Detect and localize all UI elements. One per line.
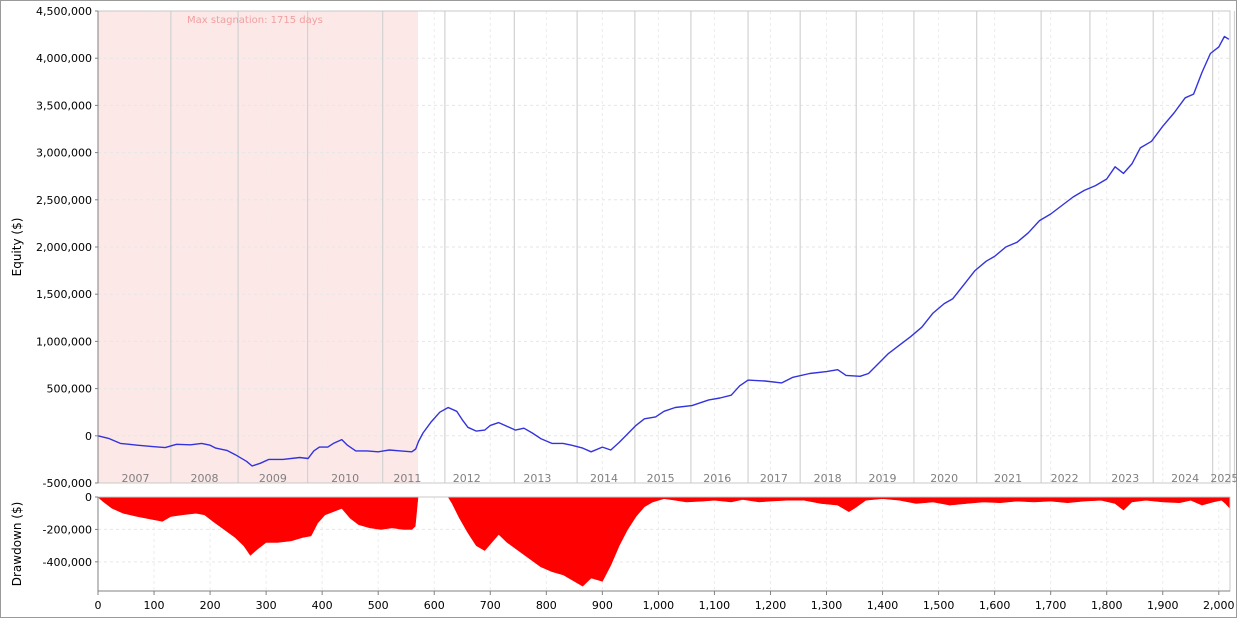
drawdown-y-tick-label: -200,000	[43, 523, 92, 536]
equity-y-tick-label: 500,000	[47, 383, 93, 396]
drawdown-area	[97, 496, 1231, 587]
equity-line	[97, 35, 1230, 467]
x-tick-label: 400	[312, 599, 333, 612]
equity-y-tick-label: 4,000,000	[36, 52, 92, 65]
year-label: 2017	[760, 472, 788, 485]
year-label: 2013	[523, 472, 551, 485]
x-tick-label: 1,600	[979, 599, 1011, 612]
x-tick-label: 1,100	[699, 599, 731, 612]
x-tick-label: 1,500	[923, 599, 955, 612]
x-tick-label: 1,800	[1091, 599, 1123, 612]
year-label: 2007	[122, 472, 150, 485]
x-tick-label: 500	[368, 599, 389, 612]
year-label: 2023	[1111, 472, 1139, 485]
year-label: 2011	[393, 472, 421, 485]
x-tick-label: 1,400	[867, 599, 899, 612]
x-tick-label: 700	[480, 599, 501, 612]
x-tick-label: 1,300	[811, 599, 843, 612]
equity-y-tick-label: 4,500,000	[36, 5, 92, 18]
year-label: 2024	[1171, 472, 1199, 485]
equity-y-tick-label: 3,500,000	[36, 99, 92, 112]
x-tick-label: 1,900	[1147, 599, 1179, 612]
year-label: 2014	[590, 472, 618, 485]
equity-y-tick-label: 0	[85, 430, 92, 443]
x-tick-label: 1,200	[755, 599, 787, 612]
x-tick-label: 300	[256, 599, 277, 612]
equity-y-tick-label: 1,000,000	[36, 335, 92, 348]
x-tick-label: 0	[95, 599, 102, 612]
stagnation-annotation: Max stagnation: 1715 days	[187, 15, 323, 26]
year-label: 2022	[1051, 472, 1079, 485]
x-tick-label: 1,700	[1035, 599, 1067, 612]
x-tick-label: 200	[200, 599, 221, 612]
equity-y-tick-label: 2,500,000	[36, 194, 92, 207]
equity-y-tick-label: 2,000,000	[36, 241, 92, 254]
equity-y-tick-label: 3,000,000	[36, 147, 92, 160]
drawdown-y-tick-label: -400,000	[43, 556, 92, 569]
equity-y-axis-title: Equity ($)	[10, 218, 24, 277]
year-label: 2021	[994, 472, 1022, 485]
equity-y-tick-label: -500,000	[43, 477, 92, 490]
x-tick-label: 600	[424, 599, 445, 612]
year-label: 2018	[814, 472, 842, 485]
x-tick-label: 100	[144, 599, 165, 612]
x-tick-label: 800	[536, 599, 557, 612]
year-label: 2025	[1210, 472, 1237, 485]
year-label: 2012	[453, 472, 481, 485]
drawdown-y-axis-title: Drawdown ($)	[10, 502, 24, 587]
x-tick-label: 1,000	[643, 599, 675, 612]
year-label: 2016	[703, 472, 731, 485]
x-tick-label: 900	[592, 599, 613, 612]
year-label: 2010	[331, 472, 359, 485]
year-label: 2015	[647, 472, 675, 485]
drawdown-y-tick-label: 0	[85, 491, 92, 504]
equity-y-tick-label: 1,500,000	[36, 288, 92, 301]
year-label: 2009	[259, 472, 287, 485]
x-tick-label: 2,000	[1203, 599, 1235, 612]
year-label: 2019	[869, 472, 897, 485]
year-label: 2008	[190, 472, 218, 485]
year-label: 2020	[930, 472, 958, 485]
